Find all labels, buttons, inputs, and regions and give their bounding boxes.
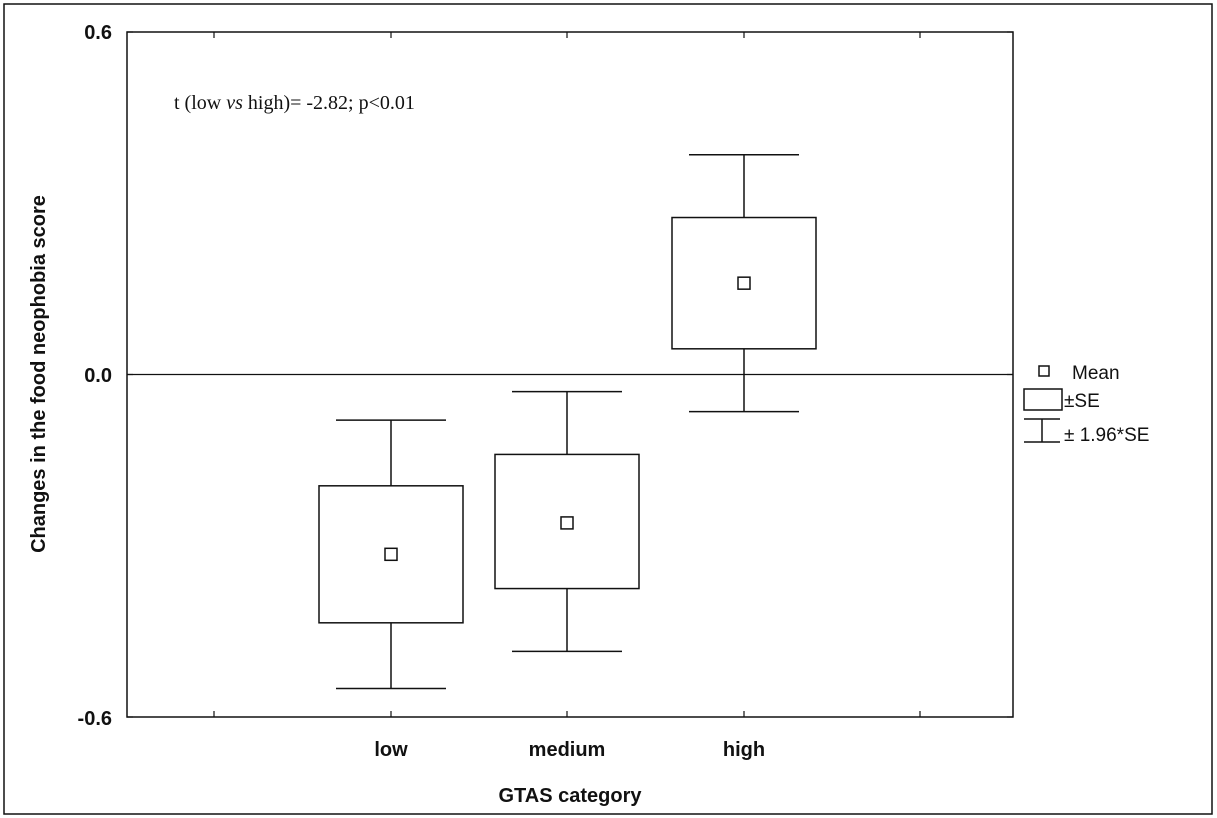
x-tick-label: medium bbox=[529, 739, 606, 761]
y-tick-label: 0.0 bbox=[84, 365, 112, 387]
annotation-suffix: high)= -2.82; p<0.01 bbox=[243, 92, 415, 114]
x-tick-label: high bbox=[723, 739, 765, 761]
mean-marker-low bbox=[384, 547, 398, 562]
y-tick-label: 0.6 bbox=[84, 22, 112, 44]
annotation-prefix: t (low bbox=[174, 92, 226, 114]
y-axis-title: Changes in the food neophobia score bbox=[28, 195, 50, 553]
mean-marker-medium bbox=[560, 516, 574, 530]
x-axis-title: GTAS category bbox=[499, 785, 643, 807]
legend-ci-whisker bbox=[1024, 418, 1060, 443]
legend-label-mean: Mean bbox=[1072, 363, 1120, 384]
x-tick-label: low bbox=[374, 739, 408, 761]
chart-marks: low medium high bbox=[127, 31, 1013, 761]
t-test-annotation: t (low vs high)= -2.82; p<0.01 bbox=[174, 92, 415, 114]
legend-se-box bbox=[1023, 388, 1063, 411]
figure-border bbox=[3, 3, 1213, 815]
legend-mean-marker bbox=[1038, 365, 1050, 377]
legend-label-ci: ± 1.96*SE bbox=[1064, 425, 1149, 446]
legend: Mean ±SE ± 1.96*SE bbox=[1023, 363, 1149, 446]
y-tick-label: -0.6 bbox=[78, 708, 112, 730]
mean-marker-high bbox=[737, 276, 751, 290]
annotation-italic: vs bbox=[226, 92, 243, 114]
legend-label-se: ±SE bbox=[1064, 391, 1100, 412]
